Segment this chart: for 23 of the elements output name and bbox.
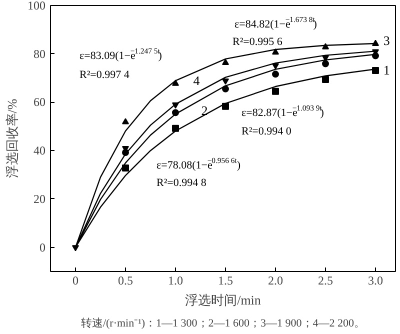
annotation: R²=0.997 4: [80, 68, 130, 81]
x-tick-label: 3.0: [368, 274, 383, 288]
series-label: 4: [193, 72, 200, 88]
series-label: 1: [383, 62, 390, 78]
x-tick-label: 0.5: [118, 274, 133, 288]
y-tick-label: 100: [28, 0, 46, 12]
annotation: R²=0.994 0: [242, 126, 292, 138]
annotation: R²=0.995 6: [232, 36, 283, 48]
annotation: R²=0.994 8: [156, 176, 207, 189]
x-axis-title: 浮选时间/min: [185, 292, 262, 308]
y-tick-label: 20: [34, 192, 46, 206]
y-tick-label: 0: [40, 240, 46, 254]
y-axis-title: 浮选回收率/%: [4, 98, 20, 178]
series-label: 3: [383, 32, 390, 48]
x-tick-label: 2.0: [268, 274, 283, 288]
x-tick-label: 2.5: [318, 274, 333, 288]
x-tick-label: 0: [72, 274, 78, 288]
y-tick-label: 80: [34, 46, 46, 61]
y-tick-label: 60: [34, 95, 46, 110]
text: 转速/(r·min⁻¹)：1—1 300；2—1 600；3—1 900；4—2 200。: [80, 316, 366, 330]
x-tick-label: 1.0: [168, 274, 183, 288]
x-tick-label: 1.5: [218, 274, 233, 288]
y-tick-label: 40: [34, 144, 46, 158]
